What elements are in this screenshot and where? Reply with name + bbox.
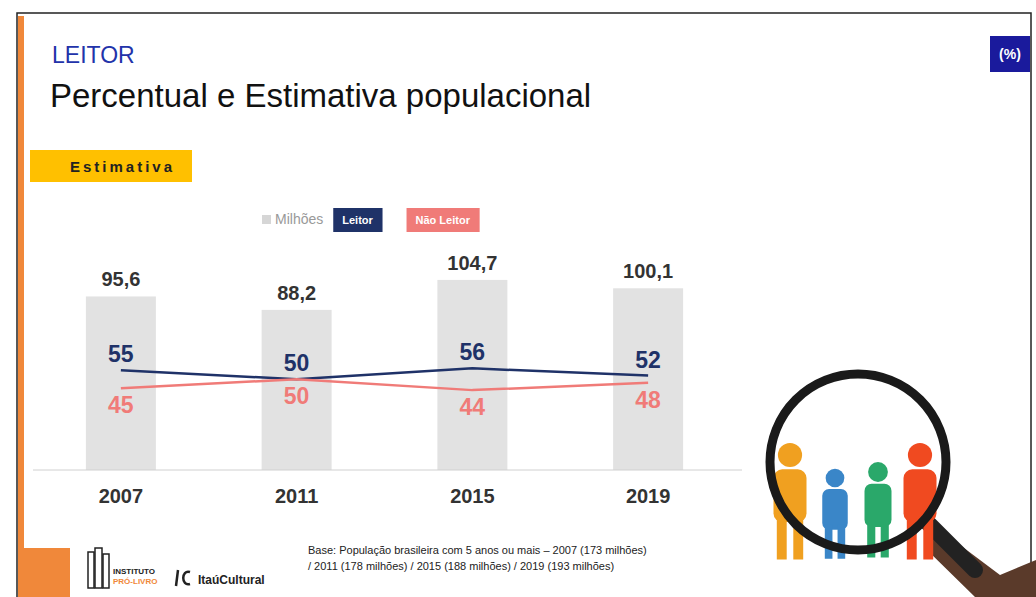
badge-bg: [990, 36, 1030, 72]
logo-text: INSTITUTO: [113, 567, 155, 576]
legend-item: Leitor: [333, 208, 382, 232]
bar: [613, 288, 683, 470]
line-label: 55: [108, 341, 134, 367]
line-label: 45: [108, 392, 134, 418]
baseline: [33, 470, 742, 471]
logo-mark: [176, 570, 190, 586]
legend-swatch: [262, 215, 271, 224]
person-leg: [838, 525, 846, 559]
footnote: Base: População brasileira com 5 anos ou…: [308, 544, 647, 556]
person-head: [908, 443, 932, 467]
title: Percentual e Estimativa populacional: [50, 77, 591, 114]
x-tick-label: 2011: [275, 485, 318, 507]
line-label: 52: [635, 347, 661, 373]
x-tick-label: 2007: [99, 485, 144, 507]
line-label: 48: [635, 387, 661, 413]
side-bar: [18, 16, 24, 597]
line-label: 50: [284, 350, 310, 376]
line: [121, 368, 648, 379]
bar: [437, 280, 507, 470]
person-body: [865, 484, 892, 527]
person-leg: [881, 522, 889, 558]
section-label: LEITOR: [52, 42, 135, 68]
person-head: [778, 443, 802, 467]
line-label: 56: [460, 339, 486, 365]
labels: 95,6 88,2 104,7 100,1 55 50 56 52 45 50 44 48: [101, 252, 673, 420]
illustration: [770, 374, 1036, 597]
line-label: 44: [460, 394, 486, 420]
footnote: / 2011 (178 milhões) / 2015 (188 milhões…: [308, 560, 614, 572]
bar-label: 104,7: [447, 252, 497, 274]
bar-label: 95,6: [101, 268, 140, 290]
person-leg: [777, 516, 787, 560]
legend-swatch: [407, 208, 480, 232]
corner-block: [24, 548, 70, 597]
person-body: [822, 489, 848, 530]
badge: (%): [999, 46, 1021, 62]
bar: [262, 310, 332, 470]
legend-label: Leitor: [342, 214, 373, 226]
logo-icon: [88, 548, 109, 588]
bar: [86, 296, 156, 470]
tag-label: Estimativa: [70, 158, 175, 175]
logo-text: PRÓ-LIVRO: [113, 577, 157, 586]
line: [121, 379, 648, 390]
bar-label: 100,1: [623, 260, 673, 282]
marks: [86, 280, 683, 470]
slide: LEITOR Percentual e Estimativa populacion…: [0, 0, 1036, 597]
person-head: [826, 469, 845, 488]
legend-item: Não Leitor: [407, 208, 480, 232]
logo-text: ItaúCultural: [198, 573, 265, 587]
line-label: 50: [284, 383, 310, 409]
lens-rim: [770, 374, 946, 550]
bar-label: 88,2: [277, 282, 316, 304]
legend-label: Não Leitor: [416, 214, 471, 226]
tag-bg: [30, 150, 192, 182]
legend-label: Milhões: [275, 211, 323, 227]
x-tick-label: 2019: [626, 485, 671, 507]
x-tick-label: 2015: [450, 485, 495, 507]
legend-swatch: [333, 208, 382, 232]
frame: [17, 13, 1031, 597]
person-head: [868, 462, 888, 482]
